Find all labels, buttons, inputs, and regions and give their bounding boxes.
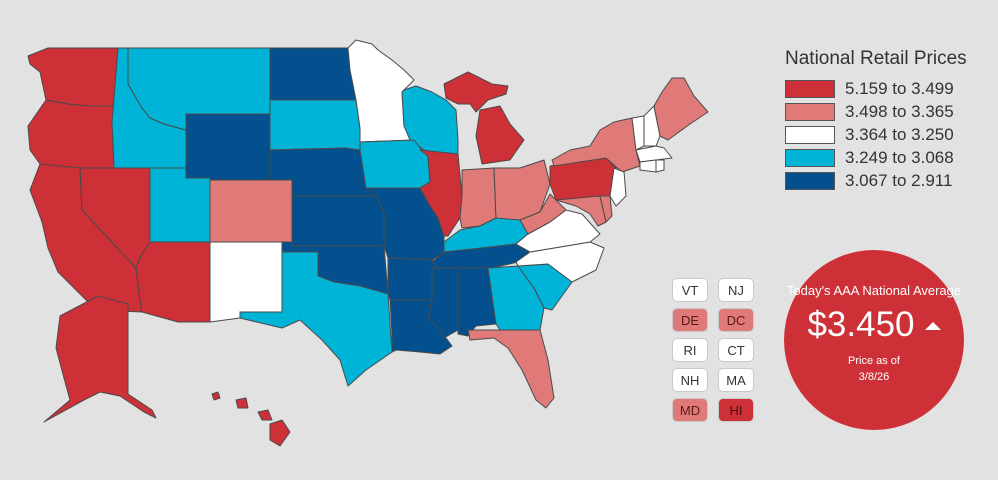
badge-nj[interactable]: NJ	[718, 278, 754, 302]
state-WV[interactable]	[519, 193, 567, 235]
legend-swatch	[785, 172, 835, 190]
legend-row: 3.067 to 2.911	[785, 170, 967, 192]
state-UT[interactable]	[149, 167, 211, 243]
state-CT[interactable]	[639, 159, 657, 173]
state-ND[interactable]	[269, 47, 357, 101]
legend-swatch	[785, 149, 835, 167]
legend-swatch	[785, 103, 835, 121]
average-date: 3/8/26	[858, 371, 890, 383]
state-WY[interactable]	[185, 113, 271, 181]
badge-ma[interactable]: MA	[718, 368, 754, 392]
state-NM[interactable]	[209, 241, 283, 323]
badge-dc[interactable]: DC	[718, 308, 754, 332]
legend-label: 3.249 to 3.068	[845, 148, 954, 167]
average-date-label: Price as of	[848, 355, 900, 367]
state-NJ[interactable]	[609, 167, 627, 207]
state-OR[interactable]	[27, 99, 119, 169]
legend-label: 3.364 to 3.250	[845, 125, 954, 144]
legend-rows: 5.159 to 3.499 3.498 to 3.365 3.364 to 3.2…	[785, 78, 967, 192]
state-HI[interactable]	[211, 391, 291, 447]
legend-title: National Retail Prices	[785, 48, 967, 69]
trend-up-icon	[924, 322, 941, 330]
state-MI[interactable]	[443, 71, 509, 113]
legend-label: 3.498 to 3.365	[845, 102, 954, 121]
state-SD[interactable]	[269, 99, 361, 151]
state-IN[interactable]	[459, 167, 497, 229]
state-FL[interactable]	[467, 329, 555, 409]
average-price: $3.450	[807, 305, 915, 344]
us-gas-price-map	[27, 39, 709, 447]
state-MA[interactable]	[635, 145, 673, 163]
legend-label: 5.159 to 3.499	[845, 79, 954, 98]
badge-nh[interactable]: NH	[672, 368, 708, 392]
badge-ri[interactable]: RI	[672, 338, 708, 362]
state-AK[interactable]	[43, 295, 157, 423]
badge-hi[interactable]: HI	[718, 398, 754, 422]
national-average-badge: Today's AAA National Average $3.450 Pric…	[784, 250, 964, 430]
state-WA[interactable]	[27, 47, 119, 107]
state-ME[interactable]	[653, 77, 709, 141]
badge-vt[interactable]: VT	[672, 278, 708, 302]
state-KS[interactable]	[291, 195, 385, 247]
legend-row: 3.249 to 3.068	[785, 147, 967, 169]
average-price-row: $3.450	[784, 305, 964, 345]
average-date-block: Price as of 3/8/26	[784, 353, 964, 385]
legend-row: 5.159 to 3.499	[785, 78, 967, 100]
state-IL[interactable]	[419, 149, 463, 237]
state-IA[interactable]	[359, 139, 431, 189]
legend-row: 3.498 to 3.365	[785, 101, 967, 123]
legend-swatch	[785, 126, 835, 144]
badge-ct[interactable]: CT	[718, 338, 754, 362]
state-AR[interactable]	[387, 257, 439, 301]
legend-label: 3.067 to 2.911	[845, 171, 953, 190]
legend-swatch	[785, 80, 835, 98]
average-title: Today's AAA National Average	[786, 283, 962, 298]
state-MI-lower[interactable]	[475, 105, 525, 165]
state-TX[interactable]	[239, 251, 393, 387]
price-legend: National Retail Prices 5.159 to 3.499 3.4…	[785, 48, 967, 193]
state-RI[interactable]	[655, 159, 665, 173]
state-CO[interactable]	[209, 179, 293, 243]
legend-row: 3.364 to 3.250	[785, 124, 967, 146]
state-DE[interactable]	[599, 195, 613, 223]
state-AZ[interactable]	[135, 241, 211, 323]
badge-md[interactable]: MD	[672, 398, 708, 422]
badge-de[interactable]: DE	[672, 308, 708, 332]
